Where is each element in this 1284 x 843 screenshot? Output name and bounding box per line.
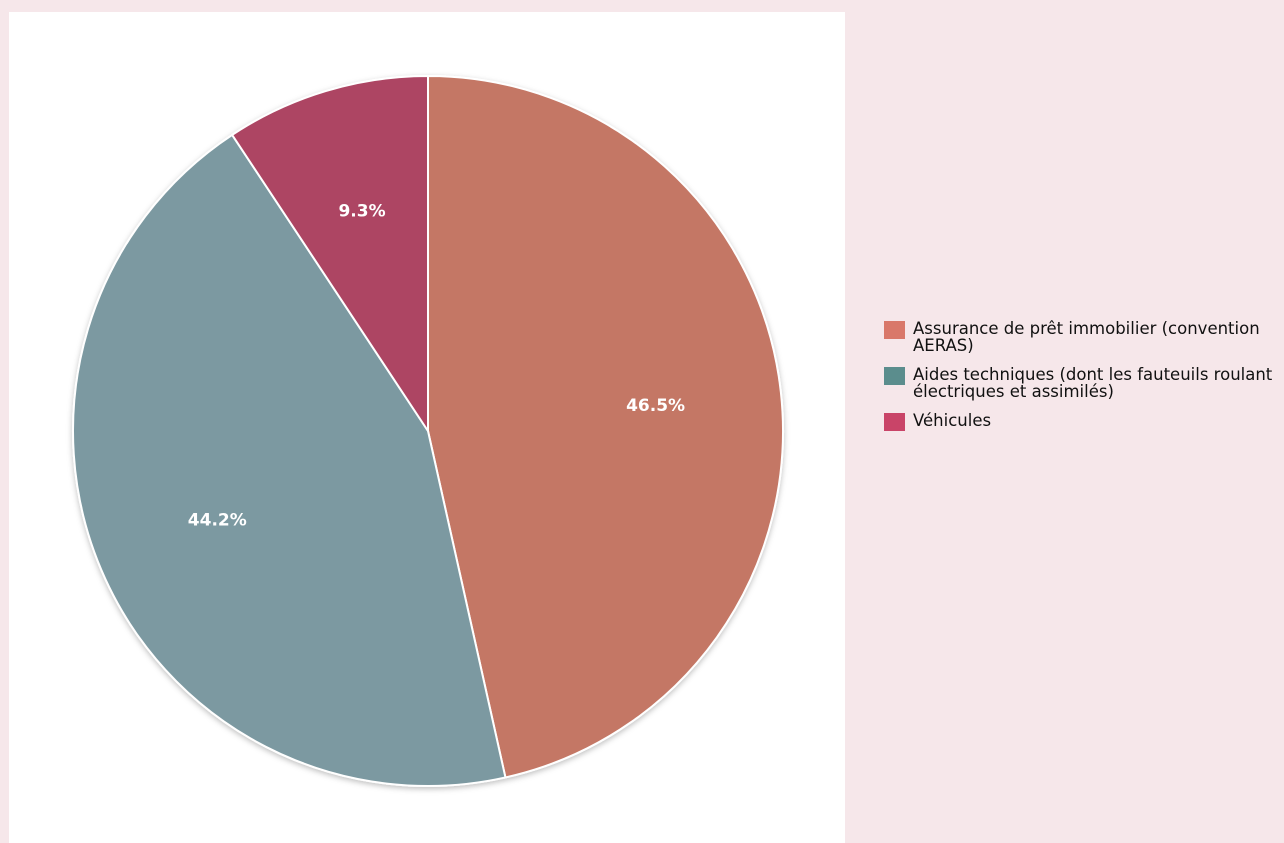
pie-slice-vehicules[interactable]: [230, 74, 429, 435]
pie-label-vehicules: 9.3%: [338, 202, 385, 222]
legend-item-assurance[interactable]: Assurance de prêt immobilier (convention…: [884, 320, 1284, 354]
legend-item-vehicules[interactable]: Véhicules: [884, 412, 1284, 431]
legend-label-vehicules: Véhicules: [913, 411, 992, 430]
pie-label-aides-techniques: 44.2%: [188, 511, 247, 531]
legend-swatch-assurance: [884, 321, 905, 339]
legend-label-aides-techniques: Aides techniques (dont les fauteuils rou…: [913, 365, 1273, 401]
legend: Assurance de prêt immobilier (convention…: [884, 320, 1284, 443]
legend-label-assurance: Assurance de prêt immobilier (convention…: [913, 319, 1260, 355]
pie-slice-aides-techniques[interactable]: [72, 133, 507, 787]
legend-item-aides-techniques[interactable]: Aides techniques (dont les fauteuils rou…: [884, 366, 1284, 400]
legend-swatch-vehicules: [884, 413, 905, 431]
legend-swatch-aides-techniques: [884, 367, 905, 385]
chart-panel: 46.5% 44.2% 9.3%: [9, 12, 845, 843]
pie-chart: 46.5% 44.2% 9.3%: [72, 74, 784, 787]
pie-label-assurance: 46.5%: [626, 396, 685, 416]
pie-slice-assurance[interactable]: [427, 74, 784, 779]
